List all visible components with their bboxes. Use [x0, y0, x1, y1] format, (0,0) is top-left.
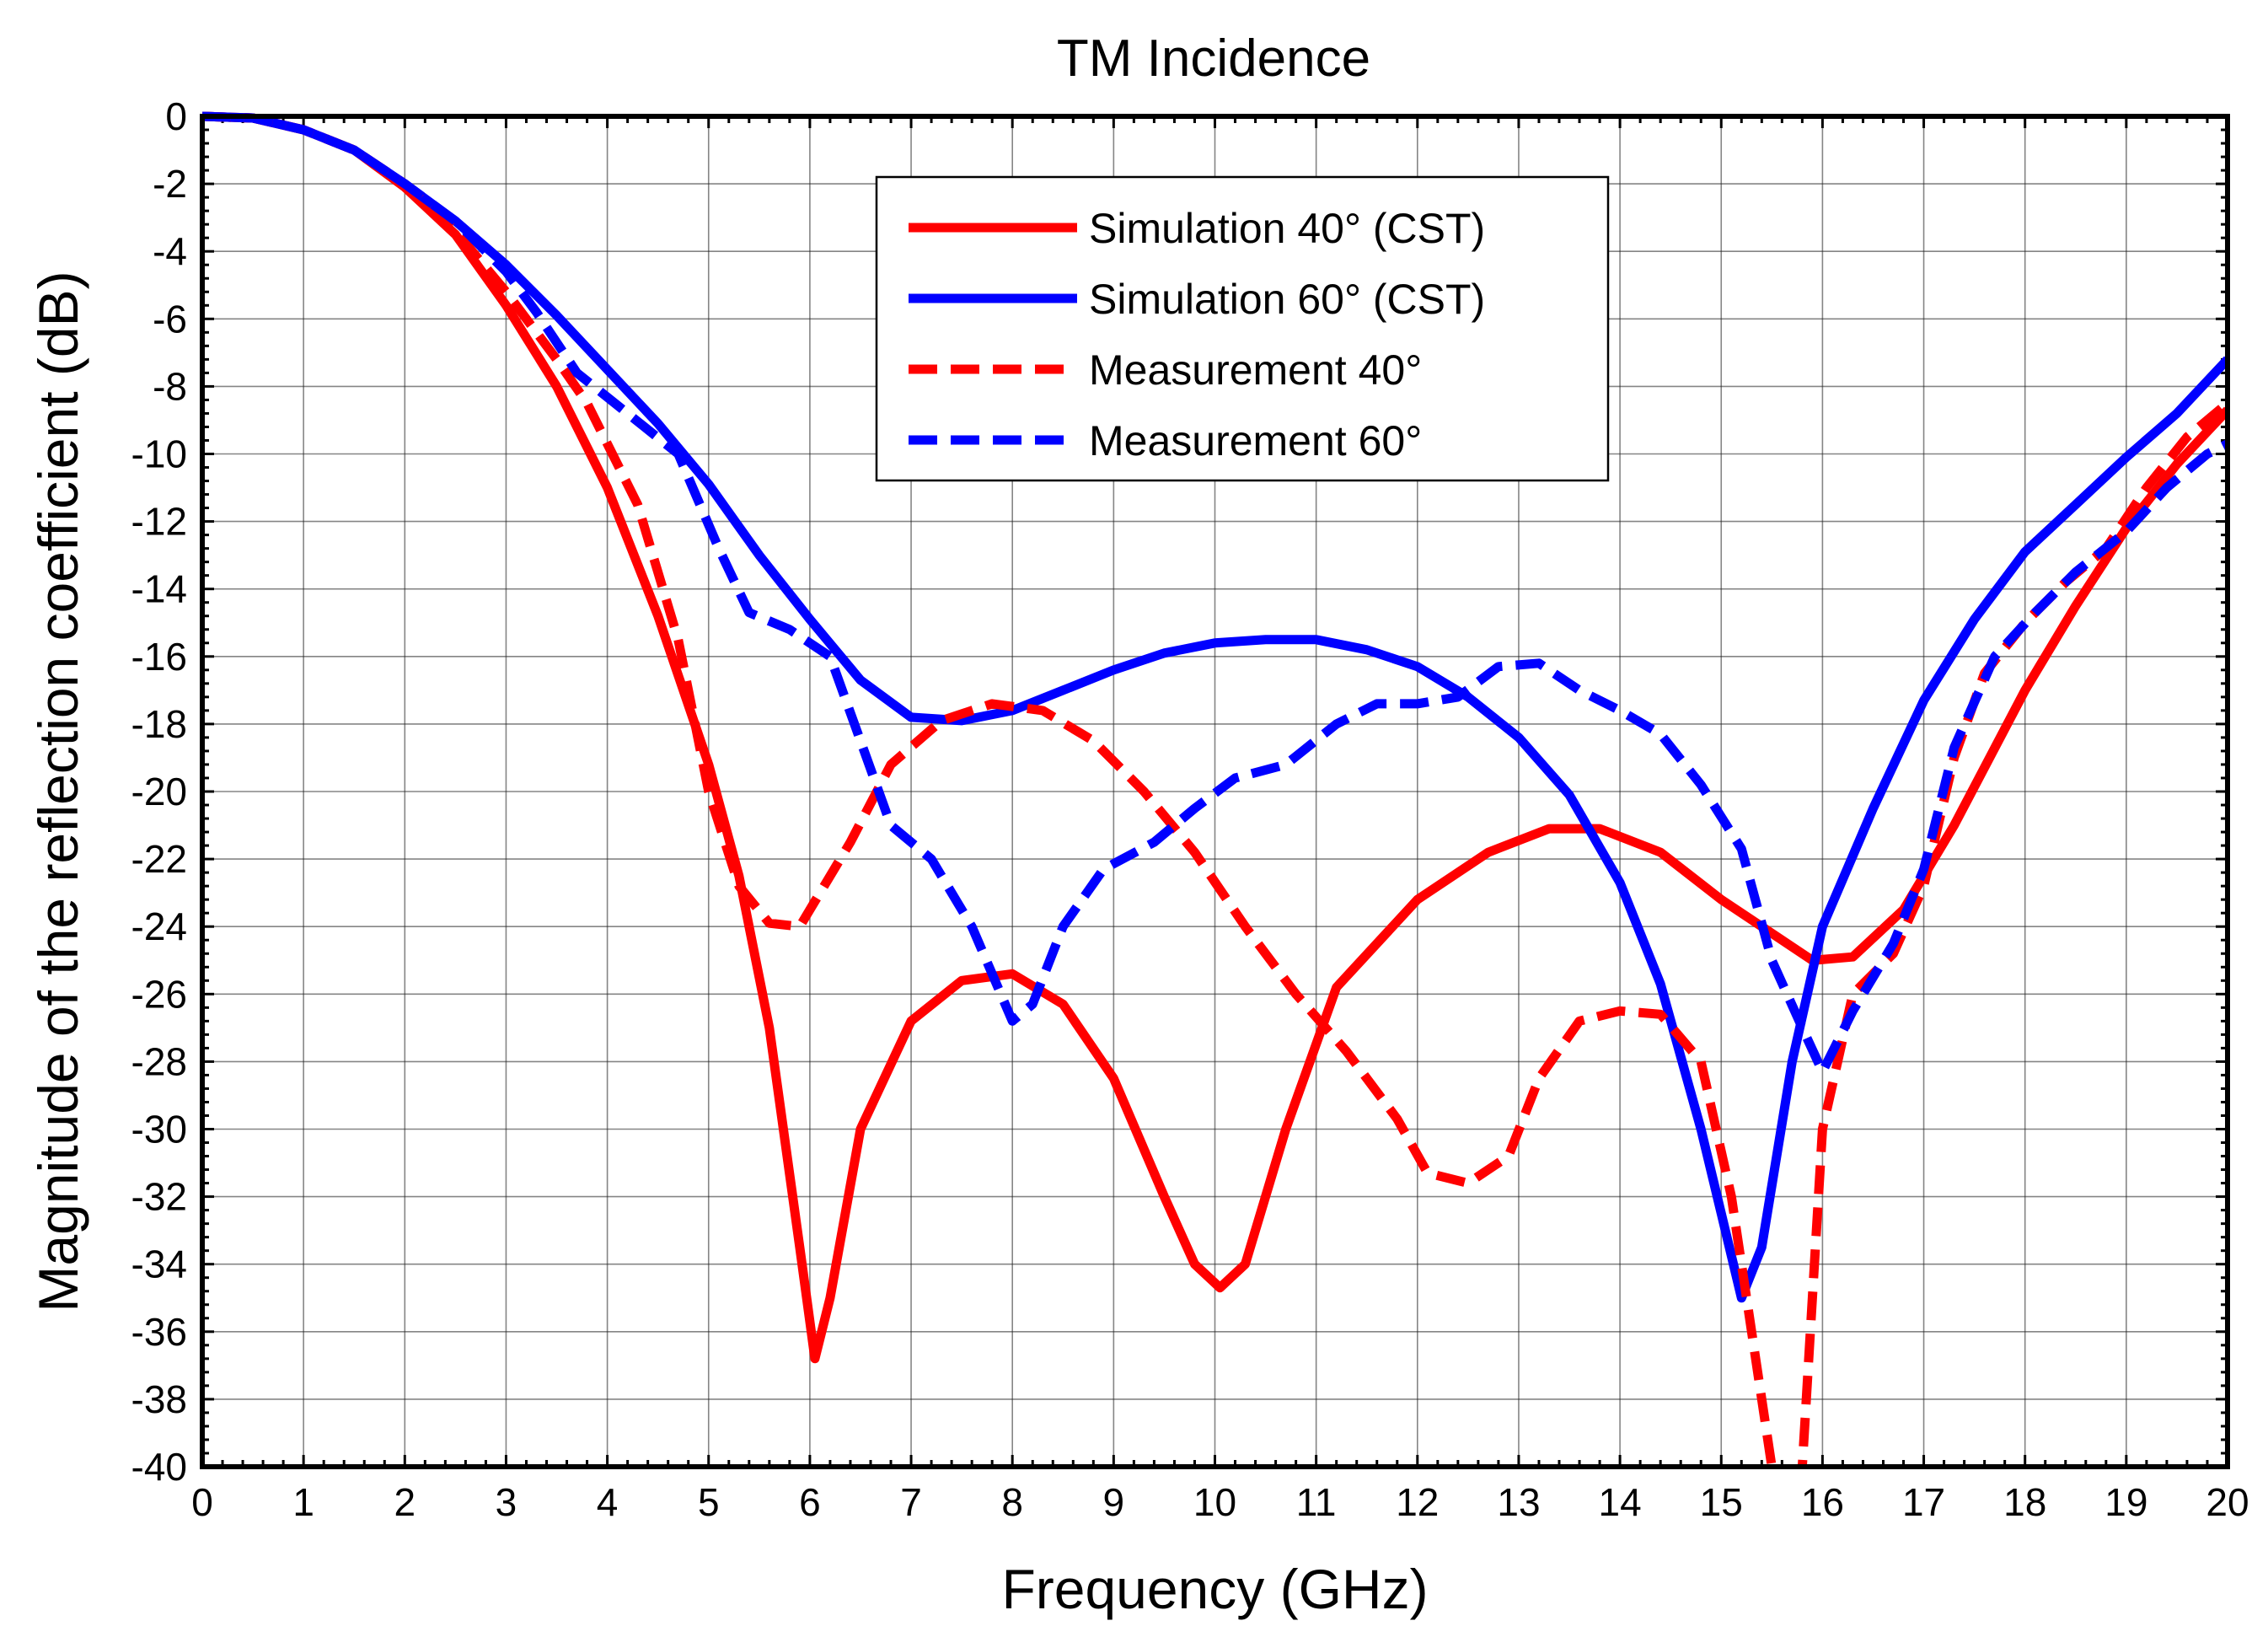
x-tick-label: 0 [191, 1480, 213, 1524]
series-line-2 [202, 111, 2228, 1467]
y-tick-label: -10 [131, 432, 187, 476]
x-axis-label: Frequency (GHz) [1001, 1558, 1428, 1620]
y-tick-label: -2 [153, 162, 187, 206]
chart-title: TM Incidence [1057, 30, 1370, 88]
y-tick-label: -18 [131, 702, 187, 746]
x-tick-label: 9 [1103, 1480, 1125, 1524]
plot-frame [200, 114, 2230, 1469]
x-tick-label: 6 [799, 1480, 821, 1524]
grid [201, 115, 2228, 1468]
series-line-1 [202, 111, 2228, 1303]
y-tick-label: -28 [131, 1039, 187, 1083]
y-tick-label: -40 [131, 1445, 187, 1489]
legend-label-meas-60: Measurement 60° [1089, 417, 1422, 464]
x-tick-label: 5 [698, 1480, 720, 1524]
y-tick-labels: 0 -2 -4 -6 -8 -10 -12 -14 -16 -18 -20 -22 -24 -26 -28 -… [131, 94, 187, 1489]
x-tick-label: 11 [1296, 1480, 1337, 1524]
y-tick-label: -22 [131, 837, 187, 881]
x-tick-label: 14 [1599, 1480, 1642, 1524]
series-line-3 [202, 111, 2228, 1076]
y-tick-label: -20 [131, 770, 187, 813]
x-tick-label: 16 [1801, 1480, 1844, 1524]
x-tick-label: 10 [1193, 1480, 1236, 1524]
legend-label-sim-60: Simulation 60° (CST) [1089, 276, 1485, 323]
legend: Simulation 40° (CST) Simulation 60° (CST… [875, 175, 1610, 482]
y-tick-label: -36 [131, 1310, 187, 1354]
x-tick-label: 8 [1001, 1480, 1023, 1524]
x-tick-label: 12 [1396, 1480, 1439, 1524]
y-tick-label: -24 [131, 904, 187, 948]
y-tick-label: -38 [131, 1377, 187, 1421]
x-tick-label: 7 [900, 1480, 922, 1524]
x-tick-label: 13 [1497, 1480, 1540, 1524]
x-tick-label: 15 [1700, 1480, 1743, 1524]
x-tick-label: 3 [496, 1480, 517, 1524]
x-tick-label: 17 [1902, 1480, 1945, 1524]
x-tick-label: 20 [2206, 1480, 2249, 1524]
legend-label-sim-40: Simulation 40° (CST) [1089, 205, 1485, 252]
x-tick-label: 19 [2104, 1480, 2147, 1524]
series-line-0 [202, 111, 2228, 1364]
y-tick-label: -8 [153, 364, 187, 408]
y-tick-label: -26 [131, 972, 187, 1016]
y-tick-label: -4 [153, 229, 187, 273]
x-tick-label: 18 [2003, 1480, 2046, 1524]
series-layer [202, 111, 2228, 1467]
x-tick-labels: 0 1 2 3 4 5 6 7 8 9 10 11 12 13 14 15 16 17 18 19 20 [191, 1480, 2249, 1524]
y-tick-label: -12 [131, 500, 187, 544]
y-axis-label: Magnitude of the reflection coefficient … [27, 271, 89, 1312]
y-tick-label: -16 [131, 635, 187, 679]
y-tick-label: -34 [131, 1243, 187, 1286]
x-tick-label: 4 [597, 1480, 619, 1524]
legend-label-meas-40: Measurement 40° [1089, 346, 1422, 394]
y-tick-label: 0 [165, 94, 187, 138]
y-tick-label: -30 [131, 1108, 187, 1151]
x-tick-label: 1 [292, 1480, 314, 1524]
y-tick-label: -32 [131, 1175, 187, 1219]
x-tick-label: 2 [394, 1480, 416, 1524]
y-tick-label: -14 [131, 567, 187, 611]
y-tick-label: -6 [153, 297, 187, 341]
